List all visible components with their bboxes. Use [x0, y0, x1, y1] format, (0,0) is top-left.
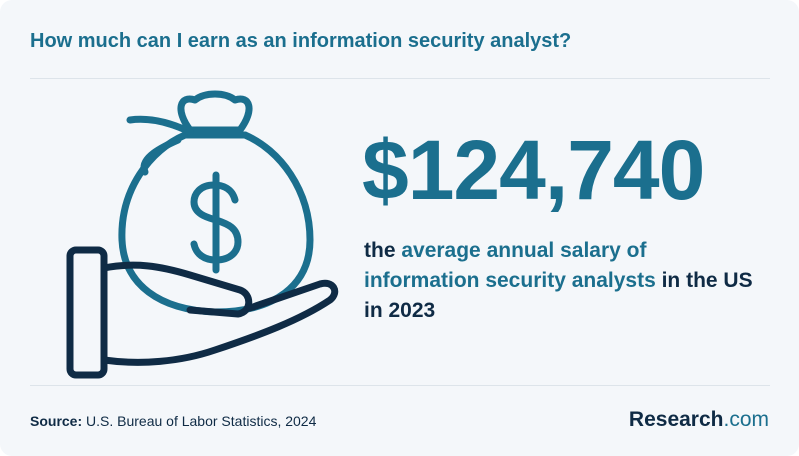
desc-highlight: average annual salary of information sec…: [364, 239, 656, 292]
stat-description: the average annual salary of information…: [364, 236, 754, 326]
brand-logo: Research.com: [629, 408, 769, 432]
source-text: U.S. Bureau of Labor Statistics, 2024: [86, 413, 317, 429]
divider: [30, 385, 770, 386]
brand-name: Research: [628, 408, 724, 431]
brand-domain: .com: [723, 408, 769, 431]
salary-figure: $124,740: [362, 123, 705, 217]
source: Source: U.S. Bureau of Labor Statistics,…: [30, 413, 316, 429]
desc-lead: the: [364, 239, 402, 262]
source-label: Source:: [30, 413, 83, 429]
title: How much can I earn as an information se…: [30, 30, 572, 52]
money-hand-icon: [66, 90, 339, 379]
desc-tail: in the US in 2023: [364, 269, 753, 322]
divider: [30, 78, 770, 79]
